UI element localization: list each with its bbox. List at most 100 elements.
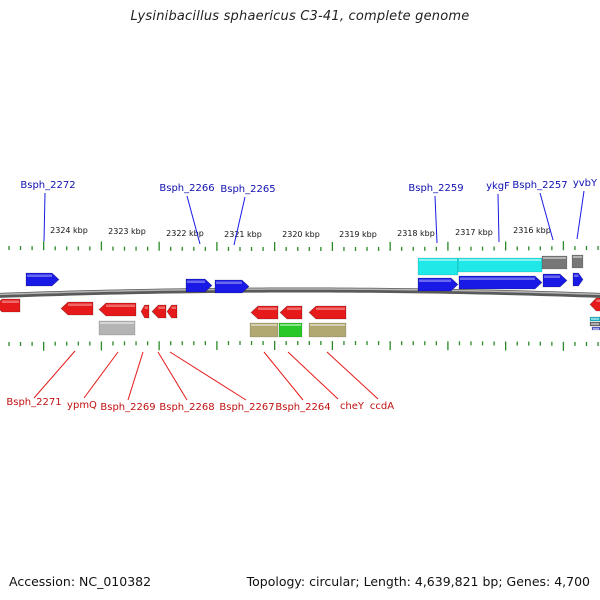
feature-box-shine — [591, 323, 599, 325]
gene-arrow-shine — [316, 307, 345, 310]
gene-label-top[interactable]: Bsph_2259 — [408, 183, 463, 194]
reverse-gene-arrow[interactable] — [308, 305, 347, 320]
feature-box-shine — [280, 324, 301, 326]
forward-gene-arrow[interactable] — [417, 277, 459, 292]
reverse-gene-arrow[interactable] — [279, 305, 303, 320]
gene-arrow-shine — [171, 306, 176, 309]
reverse-gene-arrow[interactable] — [151, 304, 167, 319]
scale-label: 2319 kbp — [339, 230, 377, 239]
gene-labels[interactable]: Bsph_2272 Bsph_2266 Bsph_2265 Bsph_2259 ykgF… — [6, 178, 598, 413]
scale-label: 2316 kbp — [513, 226, 551, 235]
feature-box — [589, 321, 600, 327]
feature-box — [308, 322, 347, 338]
callout-line — [157, 351, 188, 401]
feature-box-shine — [593, 328, 599, 330]
gene-arrow-shine — [574, 274, 579, 277]
topology-text: Topology: circular; Length: 4,639,821 bp… — [246, 574, 590, 589]
feature-box-shine — [591, 318, 599, 320]
feature-track — [98, 254, 600, 338]
gene-label-bottom[interactable]: Bsph_2271 — [6, 397, 61, 408]
callout-line — [233, 196, 246, 246]
callout-line — [83, 351, 119, 399]
feature-box-shine — [573, 256, 582, 258]
scale-label: 2320 kbp — [282, 230, 320, 239]
feature-box — [541, 255, 568, 270]
feature-box-shine — [419, 259, 457, 261]
forward-gene-arrow[interactable] — [572, 272, 584, 287]
feature-box — [249, 322, 279, 338]
gene-label-top[interactable]: Bsph_2272 — [20, 180, 75, 191]
gene-label-top[interactable]: yvbY — [573, 178, 598, 189]
forward-gene-arrow[interactable] — [185, 278, 213, 293]
accession-text: Accession: NC_010382 — [9, 574, 152, 589]
gene-label-bottom[interactable]: ypmQ — [67, 400, 97, 411]
genome-backbone — [0, 287, 600, 298]
scale-label: 2324 kbp — [50, 226, 88, 235]
callout-line — [43, 192, 46, 242]
reverse-gene-arrow[interactable] — [0, 298, 21, 313]
page-title: Lysinibacillus sphaericus C3-41, complet… — [130, 9, 470, 24]
feature-box — [571, 254, 584, 269]
gene-arrow-shine — [258, 307, 277, 310]
feature-box — [591, 326, 600, 331]
backbone-highlight — [0, 288, 600, 296]
gene-label-top[interactable]: Bsph_2265 — [220, 184, 275, 195]
reverse-gene-arrow[interactable] — [60, 301, 94, 316]
feature-box-shine — [459, 259, 541, 261]
gene-arrow-shine — [216, 281, 242, 284]
gene-label-bottom[interactable]: Bsph_2268 — [159, 402, 214, 413]
gene-arrow-shine — [596, 299, 600, 302]
callout-line — [186, 195, 201, 245]
scale-labels: 2324 kbp 2323 kbp 2322 kbp 2321 kbp 2320 kbp… — [50, 226, 551, 239]
gene-arrow-shine — [460, 277, 535, 280]
feature-box-shine — [310, 324, 345, 326]
gene-arrow-shine — [187, 280, 205, 283]
scale-label: 2323 kbp — [108, 227, 146, 236]
callout-line — [127, 351, 144, 401]
gene-arrow-shine — [158, 306, 165, 309]
callout-line — [497, 193, 500, 243]
reverse-gene-arrow[interactable] — [98, 302, 137, 317]
forward-gene-arrow[interactable] — [25, 272, 60, 287]
gene-label-callouts — [33, 190, 585, 401]
reverse-gene-arrow[interactable] — [250, 305, 279, 320]
callout-line — [287, 351, 339, 400]
gene-label-top[interactable]: ykgF — [486, 181, 510, 192]
callout-line — [434, 195, 438, 244]
reverse-gene-arrow[interactable] — [166, 304, 178, 319]
gene-arrow-shine — [544, 275, 560, 278]
gene-arrow-shine — [106, 304, 135, 307]
reverse-gene-arrow[interactable] — [140, 304, 150, 319]
feature-box-shine — [543, 257, 566, 259]
backbone-line — [0, 287, 600, 298]
reverse-gene-arrow[interactable] — [589, 297, 600, 312]
gene-arrow-shine — [287, 307, 301, 310]
callout-line — [169, 351, 247, 401]
gene-label-bottom[interactable]: ccdA — [370, 401, 394, 412]
forward-gene-arrow[interactable] — [214, 279, 250, 294]
gene-label-top[interactable]: Bsph_2257 — [512, 180, 567, 191]
feature-box — [98, 320, 136, 336]
callout-line — [576, 190, 585, 240]
scale-label: 2322 kbp — [166, 229, 204, 238]
scale-label: 2317 kbp — [455, 228, 493, 237]
gene-arrow-shine — [144, 306, 148, 309]
gene-arrow-shine — [419, 279, 451, 282]
callout-line — [33, 350, 76, 399]
gene-arrow-shine — [68, 303, 92, 306]
gene-label-top[interactable]: Bsph_2266 — [159, 183, 214, 194]
feature-box — [589, 316, 600, 322]
feature-box-shine — [100, 322, 134, 324]
gene-label-bottom[interactable]: Bsph_2269 — [100, 402, 155, 413]
forward-gene-arrow[interactable] — [542, 273, 568, 288]
forward-gene-arrow[interactable] — [458, 275, 543, 290]
gene-label-bottom[interactable]: Bsph_2267 — [219, 402, 274, 413]
gene-label-bottom[interactable]: cheY — [340, 401, 365, 412]
scale-ticks-bottom — [8, 341, 599, 351]
gene-label-bottom[interactable]: Bsph_2264 — [275, 402, 330, 413]
scale-label: 2321 kbp — [224, 230, 262, 239]
callout-line — [539, 192, 554, 241]
gene-track[interactable] — [0, 272, 600, 320]
scale-label: 2318 kbp — [397, 229, 435, 238]
